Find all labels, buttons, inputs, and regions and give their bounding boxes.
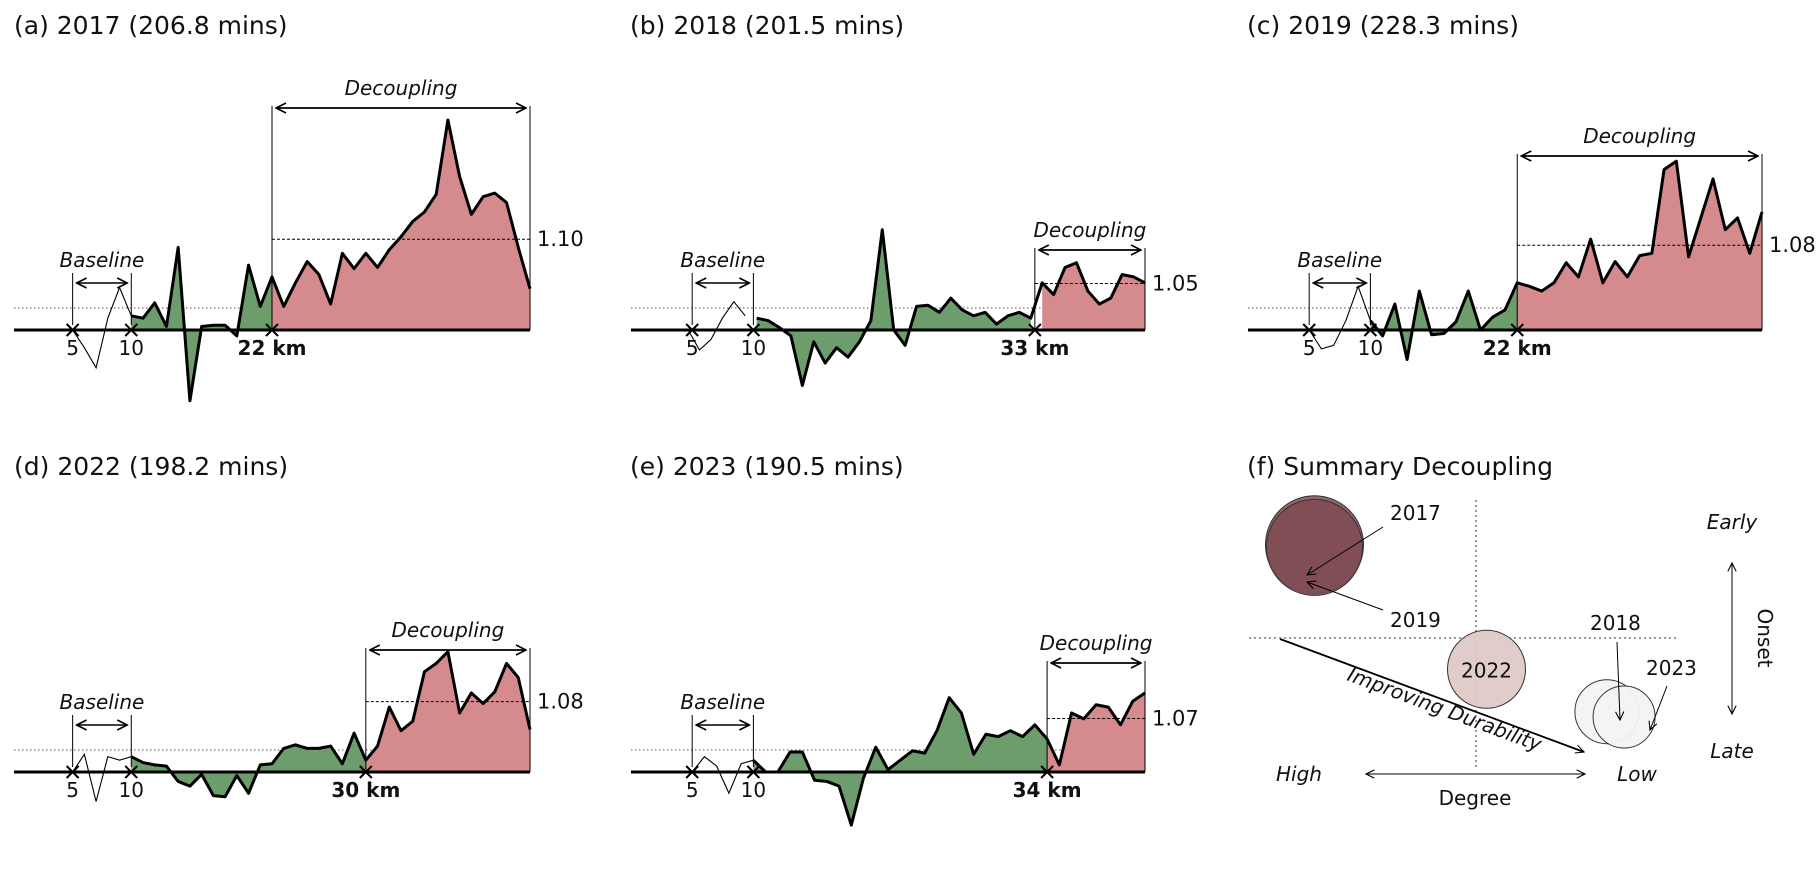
decoupling-area xyxy=(365,651,530,772)
bubble-label-2018: 2018 xyxy=(1590,611,1641,635)
tick-label: 10 xyxy=(119,336,144,360)
tick-label: 5 xyxy=(66,336,79,360)
decoupling-ratio-label: 1.10 xyxy=(537,227,584,251)
baseline-label: Baseline xyxy=(680,248,765,272)
drift-series-line xyxy=(752,691,1146,827)
tick-cross xyxy=(124,765,138,779)
decoupling-label: Decoupling xyxy=(392,618,505,642)
onset-early-label: Early xyxy=(1707,510,1759,534)
onset-late-label: Late xyxy=(1710,739,1754,763)
decoupling-label: Decoupling xyxy=(345,76,458,100)
panel-e-title: (e) 2023 (190.5 mins) xyxy=(630,452,904,481)
bubble-leader-2019 xyxy=(1307,582,1384,611)
tick-label: 10 xyxy=(741,778,766,802)
bubble-leader-2017 xyxy=(1307,526,1384,575)
bubble-leader-2018 xyxy=(1617,641,1620,720)
degree-axis-label: Degree xyxy=(1439,786,1512,810)
tick-cross xyxy=(685,323,699,337)
panel-f-title: (f) Summary Decoupling xyxy=(1247,452,1553,481)
tick-cross xyxy=(746,765,761,779)
decoupling-label: Decoupling xyxy=(1040,631,1153,655)
baseline-label: Baseline xyxy=(60,690,145,714)
baseline-label: Baseline xyxy=(60,248,145,272)
tick-label: 5 xyxy=(686,336,699,360)
decoupling-area xyxy=(1042,262,1145,330)
pre-onset-area xyxy=(756,229,1031,386)
drift-series-line xyxy=(756,228,1146,387)
bubble-leader-2023 xyxy=(1650,685,1668,730)
decoupling-ratio-label: 1.07 xyxy=(1152,707,1199,731)
baseline-label: Baseline xyxy=(1297,248,1382,272)
drift-series-line xyxy=(130,118,532,403)
drift-series-line xyxy=(130,650,532,799)
pre-onset-area xyxy=(131,247,272,401)
tick-label: 5 xyxy=(686,778,699,802)
tick-label: 5 xyxy=(1303,336,1316,360)
onset-km-label: 22 km xyxy=(238,336,307,360)
panel-d-plot: 5 10 30 km Baseline Decoupling 1.08 xyxy=(14,618,584,802)
bubble-label-2023: 2023 xyxy=(1646,656,1697,680)
decoupling-ratio-label: 1.08 xyxy=(1769,233,1816,257)
tick-cross xyxy=(746,323,761,337)
decoupling-label: Decoupling xyxy=(1034,218,1147,242)
tick-label: 10 xyxy=(741,336,766,360)
onset-km-label: 34 km xyxy=(1013,778,1082,802)
panel-a-plot: 5 10 22 km Baseline Decoupling 1.10 xyxy=(14,76,584,403)
panel-b-plot: 5 10 33 km Baseline Decoupling 1.05 xyxy=(631,218,1199,387)
tick-cross xyxy=(65,765,80,779)
decoupling-area xyxy=(1517,161,1762,330)
decoupling-ratio-label: 1.05 xyxy=(1152,272,1199,296)
panel-c-title: (c) 2019 (228.3 mins) xyxy=(1247,11,1519,40)
bubble-2019 xyxy=(1266,498,1363,596)
tick-cross xyxy=(1302,323,1316,337)
onset-axis-label: Onset xyxy=(1753,609,1777,668)
tick-label: 5 xyxy=(66,778,79,802)
decoupling-area xyxy=(272,119,530,331)
drift-series-line xyxy=(1369,159,1764,361)
bubble-label-2017: 2017 xyxy=(1390,501,1441,525)
panel-d-title: (d) 2022 (198.2 mins) xyxy=(14,452,288,481)
tick-cross xyxy=(1363,323,1378,337)
onset-km-label: 22 km xyxy=(1483,336,1552,360)
bubble-label-2019: 2019 xyxy=(1390,608,1441,632)
panel-e-plot: 5 10 34 km Baseline Decoupling 1.07 xyxy=(631,631,1199,827)
tick-label: 10 xyxy=(119,778,144,802)
degree-low-label: Low xyxy=(1617,762,1657,786)
panel-f-plot: Improving Durability Degree High Low Ons… xyxy=(1249,495,1777,810)
tick-label: 10 xyxy=(1358,336,1383,360)
tick-cross xyxy=(685,765,699,779)
bubble-label-2022: 2022 xyxy=(1461,658,1512,682)
panel-c-plot: 5 10 22 km Baseline Decoupling 1.08 xyxy=(1248,124,1816,361)
baseline-label: Baseline xyxy=(680,690,765,714)
improving-durability-arrow xyxy=(1279,638,1584,752)
onset-km-label: 30 km xyxy=(331,778,400,802)
pre-onset-area xyxy=(1370,282,1518,360)
panel-a-title: (a) 2017 (206.8 mins) xyxy=(14,11,288,40)
panel-b-title: (b) 2018 (201.5 mins) xyxy=(630,11,904,40)
bubble-2023 xyxy=(1592,685,1656,749)
decoupling-label: Decoupling xyxy=(1583,124,1696,148)
onset-km-label: 33 km xyxy=(1000,336,1069,360)
tick-cross xyxy=(65,323,80,337)
degree-high-label: High xyxy=(1276,762,1322,786)
tick-cross xyxy=(124,323,138,337)
bubble-2022 xyxy=(1447,629,1526,709)
decoupling-area xyxy=(1047,692,1145,772)
decoupling-ratio-label: 1.08 xyxy=(537,690,584,714)
